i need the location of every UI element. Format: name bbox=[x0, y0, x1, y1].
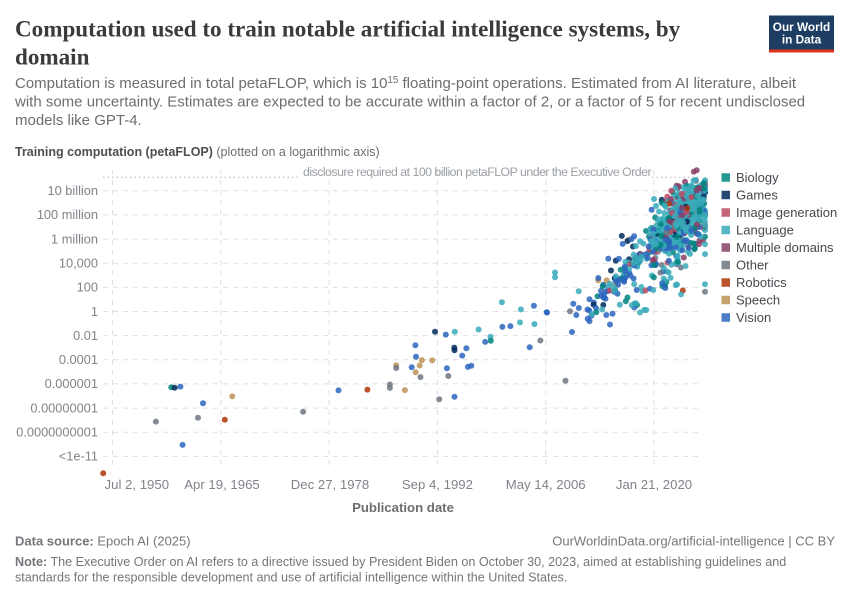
svg-text:Publication date: Publication date bbox=[352, 500, 454, 515]
svg-text:OurWorldinData.org/artificial-: OurWorldinData.org/artificial-intelligen… bbox=[552, 534, 835, 549]
svg-text:10,000: 10,000 bbox=[59, 256, 98, 271]
svg-text:<1e-11: <1e-11 bbox=[59, 449, 98, 464]
svg-text:domain: domain bbox=[15, 44, 90, 70]
svg-text:Data source: Epoch AI (2025): Data source: Epoch AI (2025) bbox=[15, 534, 191, 549]
svg-text:0.0001: 0.0001 bbox=[59, 352, 98, 367]
svg-text:Robotics: Robotics bbox=[736, 275, 787, 290]
svg-text:Apr 19, 1965: Apr 19, 1965 bbox=[184, 477, 260, 492]
svg-text:models like GPT-4.: models like GPT-4. bbox=[15, 112, 142, 129]
svg-text:0.00000001: 0.00000001 bbox=[30, 400, 98, 415]
svg-text:Sep 4, 1992: Sep 4, 1992 bbox=[402, 477, 473, 492]
svg-text:100 million: 100 million bbox=[37, 207, 98, 222]
svg-text:Training computation (petaFLOP: Training computation (petaFLOP) (plotted… bbox=[15, 145, 380, 159]
svg-text:0.0000000001: 0.0000000001 bbox=[16, 425, 98, 440]
svg-text:in Data: in Data bbox=[782, 33, 822, 47]
svg-text:1: 1 bbox=[91, 304, 98, 319]
svg-text:Note: The Executive Order on A: Note: The Executive Order on AI refers t… bbox=[15, 555, 786, 569]
svg-text:Our World: Our World bbox=[773, 20, 830, 34]
svg-text:disclosure required at 100 bil: disclosure required at 100 billion petaF… bbox=[303, 165, 651, 179]
svg-text:with some uncertainty. Estimat: with some uncertainty. Estimates are exp… bbox=[14, 94, 805, 111]
svg-text:Vision: Vision bbox=[736, 310, 771, 325]
svg-text:Computation is measured in tot: Computation is measured in total petaFLO… bbox=[15, 75, 797, 93]
svg-text:Computation used to train nota: Computation used to train notable artifi… bbox=[15, 16, 681, 42]
svg-text:0.01: 0.01 bbox=[73, 328, 98, 343]
svg-text:Jan 21, 2020: Jan 21, 2020 bbox=[616, 477, 692, 492]
svg-text:Multiple domains: Multiple domains bbox=[736, 240, 834, 255]
svg-text:Biology: Biology bbox=[736, 170, 779, 185]
svg-text:1 million: 1 million bbox=[51, 231, 98, 246]
svg-text:Games: Games bbox=[736, 188, 778, 203]
svg-text:Image generation: Image generation bbox=[736, 205, 837, 220]
svg-text:0.000001: 0.000001 bbox=[45, 376, 98, 391]
svg-text:May 14, 2006: May 14, 2006 bbox=[506, 477, 586, 492]
svg-text:10 billion: 10 billion bbox=[47, 183, 98, 198]
svg-text:Language: Language bbox=[736, 223, 794, 238]
svg-text:Jul 2, 1950: Jul 2, 1950 bbox=[105, 477, 170, 492]
svg-text:standards for the responsible: standards for the responsible developmen… bbox=[15, 571, 567, 585]
svg-text:100: 100 bbox=[77, 280, 98, 295]
svg-text:Other: Other bbox=[736, 258, 769, 273]
svg-text:Speech: Speech bbox=[736, 293, 780, 308]
svg-text:Dec 27, 1978: Dec 27, 1978 bbox=[291, 477, 369, 492]
